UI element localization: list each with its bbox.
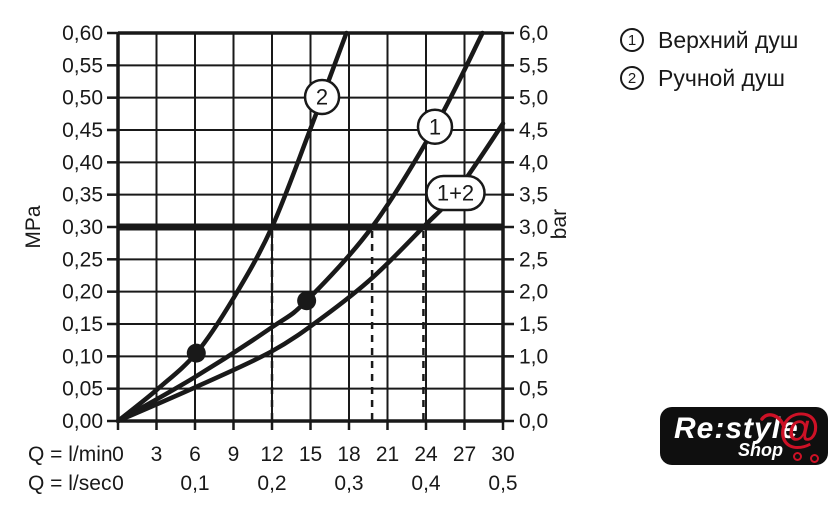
y-left-tick-label-mpa: 0,50 [62,87,103,110]
y-right-tick-label-bar: 2,5 [519,248,548,271]
curve-badge-2 [303,78,341,116]
curve-badge-label-1: 1 [429,114,441,139]
x-axis-tick-label-lsec: 0,5 [488,472,517,495]
x-axis-tick-label-lmin: 6 [189,443,201,466]
x-axis-tick-label-lmin: 21 [376,443,399,466]
curve-badge-1+2 [425,174,486,212]
y-left-tick-label-mpa: 0,00 [62,410,103,433]
y-left-tick-label-mpa: 0,35 [62,184,103,207]
y-left-tick-label-mpa: 0,55 [62,54,103,77]
x-axis-tick-label-lmin: 9 [228,443,240,466]
y-right-axis-title: bar [548,209,571,239]
y-right-tick-label-bar: 6,0 [519,22,548,45]
x-axis-tick-label-lsec: 0,1 [180,472,209,495]
restyle-shop-logo: Re:style Shop @ [660,407,828,465]
x-axis-tick-label-lmin: 12 [260,443,283,466]
x-axis-tick-label-lsec: 0,3 [334,472,363,495]
y-left-tick-label-mpa: 0,25 [62,248,103,271]
legend-label-hand-shower: Ручной душ [658,64,785,91]
cart-wheel-icon [793,452,802,461]
y-left-tick-label-mpa: 0,40 [62,151,103,174]
curve-2 [115,30,349,424]
y-left-tick-label-mpa: 0,05 [62,378,103,401]
y-right-tick-label-bar: 3,5 [519,184,548,207]
x-axis-tick-label-lsec: 0,2 [257,472,286,495]
curve-badge-label-2: 2 [316,85,328,110]
y-right-tick-label-bar: 0,5 [519,378,548,401]
x-axis-title-lsec: Q = l/sec [28,472,111,495]
y-left-tick-label-mpa: 0,10 [62,345,103,368]
cart-handle-path [760,413,786,429]
y-right-tick-label-bar: 5,5 [519,54,548,77]
legend-item-overhead-shower: 1 Верхний душ [620,26,799,53]
y-right-tick-label-bar: 0,0 [519,410,548,433]
y-left-tick-label-mpa: 0,45 [62,119,103,142]
data-point-marker-curve-1 [297,291,317,311]
x-axis-tick-label-lmin: 3 [151,443,163,466]
data-point-marker-curve-2 [186,343,206,363]
x-axis-tick-label-lmin: 18 [337,443,360,466]
cart-wheel-icon [810,454,819,463]
y-left-tick-label-mpa: 0,60 [62,22,103,45]
legend-number-circle-2: 2 [620,66,644,90]
y-left-tick-label-mpa: 0,20 [62,281,103,304]
y-left-axis-title: MPa [22,205,45,249]
x-axis-tick-label-lmin: 27 [453,443,476,466]
curve-badge-1 [416,108,454,146]
x-axis-tick-label-lmin: 15 [299,443,322,466]
y-right-tick-label-bar: 4,5 [519,119,548,142]
legend-item-hand-shower: 2 Ручной душ [620,64,798,91]
x-axis-title-lmin: Q = l/min [28,443,113,466]
y-left-tick-label-mpa: 0,30 [62,216,103,239]
y-right-tick-label-bar: 1,0 [519,345,548,368]
x-axis-tick-label-lmin: 0 [112,443,124,466]
flow-pressure-chart: 0 3 6 9 12 15 18 21 24 27 300 0,1 0,2 0,3 0,4 0,50,600,… [22,22,571,495]
x-axis-tick-label-lsec: 0,4 [411,472,441,495]
y-left-tick-label-mpa: 0,15 [62,313,103,336]
y-right-tick-label-bar: 2,0 [519,281,548,304]
y-right-tick-label-bar: 5,0 [519,87,548,110]
y-right-tick-label-bar: 1,5 [519,313,548,336]
curve-badge-label-1+2: 1+2 [437,181,474,206]
x-axis-tick-label-lmin: 24 [414,443,438,466]
logo-sub-text: Shop [738,440,783,460]
y-right-tick-label-bar: 4,0 [519,151,548,174]
legend-label-overhead-shower: Верхний душ [658,26,799,53]
legend: 1 Верхний душ 2 Ручной душ [620,26,799,91]
x-axis-tick-label-lmin: 30 [491,443,514,466]
legend-number-circle-1: 1 [620,28,644,52]
cart-handle-icon [760,413,786,429]
y-right-tick-label-bar: 3,0 [519,216,548,239]
x-axis-tick-label-lsec: 0 [112,472,124,495]
